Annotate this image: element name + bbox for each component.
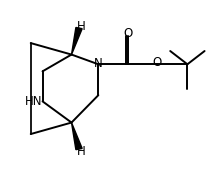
Text: H: H [77, 145, 86, 158]
Text: O: O [124, 27, 133, 40]
Text: HN: HN [25, 95, 43, 108]
Polygon shape [71, 123, 82, 150]
Text: O: O [153, 56, 162, 69]
Text: H: H [77, 20, 86, 33]
Text: N: N [94, 57, 103, 70]
Polygon shape [71, 27, 82, 55]
